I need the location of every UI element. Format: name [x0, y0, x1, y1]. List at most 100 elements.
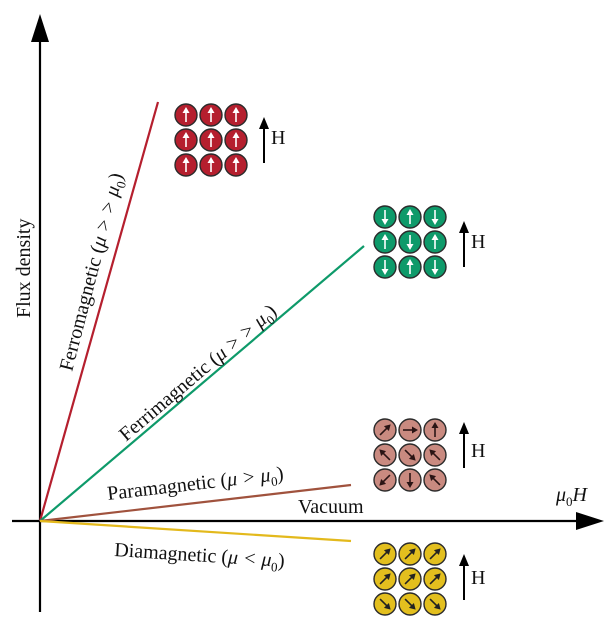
field-arrow-icon [259, 117, 269, 129]
ferromagnetic-line [38, 101, 160, 522]
dipole-arrow-icon [379, 449, 391, 461]
dipole [224, 153, 248, 177]
dipole-arrow-icon [182, 107, 190, 122]
ferromagnetic-dipole-grid [174, 103, 248, 177]
dipole-arrow-icon [429, 449, 441, 461]
dipole [398, 418, 422, 442]
dipole [423, 567, 447, 591]
dipole-arrow-icon [207, 132, 215, 147]
ferrimagnetic-field-indicator: H [459, 221, 485, 267]
dipole [423, 592, 447, 616]
field-label: H [271, 127, 285, 149]
dipole [373, 592, 397, 616]
dipole-arrow-icon [404, 548, 416, 560]
diamagnetic-label: Diamagnetic (μ < μ0) [113, 539, 285, 575]
dipole-arrow-icon [381, 234, 389, 249]
dipole-arrow-icon [429, 573, 441, 585]
dipole [373, 567, 397, 591]
dipole [373, 255, 397, 279]
dipole [174, 103, 198, 127]
dipole-arrow-icon [207, 157, 215, 172]
dipole-arrow-icon [429, 548, 441, 560]
dipole [373, 205, 397, 229]
diamagnetic-dipole-grid [373, 542, 447, 616]
dipole [398, 205, 422, 229]
dipole-arrow-icon [431, 210, 439, 225]
dipole [423, 205, 447, 229]
dipole-arrow-icon [406, 259, 414, 274]
field-label: H [471, 231, 485, 253]
ferromagnetic-field-indicator: H [259, 117, 285, 163]
dipole [174, 153, 198, 177]
dipole [423, 230, 447, 254]
y-axis-arrowhead [31, 14, 49, 42]
y-axis-label: Flux density [13, 219, 35, 318]
dipole [373, 542, 397, 566]
dipole-arrow-icon [232, 107, 240, 122]
dipole-arrow-icon [207, 107, 215, 122]
dipole [423, 443, 447, 467]
vacuum-label: Vacuum [298, 496, 364, 518]
dipole [423, 468, 447, 492]
dipole [398, 592, 422, 616]
diamagnetic-line [39, 519, 352, 543]
dipole-arrow-icon [406, 209, 414, 224]
field-label: H [471, 567, 485, 589]
paramagnetic-dipole-grid [373, 418, 447, 492]
diamagnetic-field-indicator: H [459, 554, 485, 600]
dipole-arrow-icon [381, 210, 389, 225]
dipole [398, 443, 422, 467]
paramagnetic-line [39, 483, 352, 523]
dipole [423, 418, 447, 442]
field-arrow-icon [459, 422, 469, 434]
dipole [224, 103, 248, 127]
ferrimagnetic-label: Ferrimagnetic (μ > > μ0) [115, 300, 283, 448]
dipole-arrow-icon [406, 235, 414, 250]
dipole [398, 567, 422, 591]
dipole-arrow-icon [379, 424, 391, 436]
dipole [373, 468, 397, 492]
paramagnetic-label: Paramagnetic (μ > μ0) [106, 463, 285, 508]
dipole-arrow-icon [404, 449, 416, 461]
dipole-arrow-icon [182, 157, 190, 172]
dipole [174, 128, 198, 152]
dipole [423, 255, 447, 279]
dipole-arrow-icon [232, 157, 240, 172]
dipole-arrow-icon [182, 132, 190, 147]
dipole-arrow-icon [379, 474, 391, 486]
dipole-arrow-icon [379, 548, 391, 560]
ferromagnetic-label: Ferromagnetic (μ > > μ0) [56, 171, 131, 374]
field-arrow-icon [459, 221, 469, 233]
dipole [423, 542, 447, 566]
dipole [199, 128, 223, 152]
dipole [373, 443, 397, 467]
dipole [398, 230, 422, 254]
dipole-arrow-icon [429, 598, 441, 610]
dipole-arrow-icon [404, 573, 416, 585]
dipole [199, 103, 223, 127]
dipole [373, 418, 397, 442]
field-arrow-icon [459, 554, 469, 566]
x-axis-label: μ0H [555, 484, 589, 509]
dipole [398, 468, 422, 492]
dipole [398, 542, 422, 566]
dipole-arrow-icon [431, 234, 439, 249]
paramagnetic-field-indicator: H [459, 422, 485, 468]
dipole-arrow-icon [379, 598, 391, 610]
dipole-arrow-icon [379, 573, 391, 585]
ferrimagnetic-line [39, 245, 365, 522]
dipole-arrow-icon [381, 260, 389, 275]
dipole [199, 153, 223, 177]
dipole-arrow-icon [406, 473, 414, 488]
dipole-arrow-icon [403, 426, 418, 434]
ferrimagnetic-dipole-grid [373, 205, 447, 279]
dipole-arrow-icon [232, 132, 240, 147]
dipole [398, 255, 422, 279]
x-axis-arrowhead [576, 512, 604, 530]
dipole-arrow-icon [431, 260, 439, 275]
dipole-arrow-icon [429, 474, 441, 486]
dipole [373, 230, 397, 254]
dipole-arrow-icon [431, 422, 439, 437]
dipole [224, 128, 248, 152]
